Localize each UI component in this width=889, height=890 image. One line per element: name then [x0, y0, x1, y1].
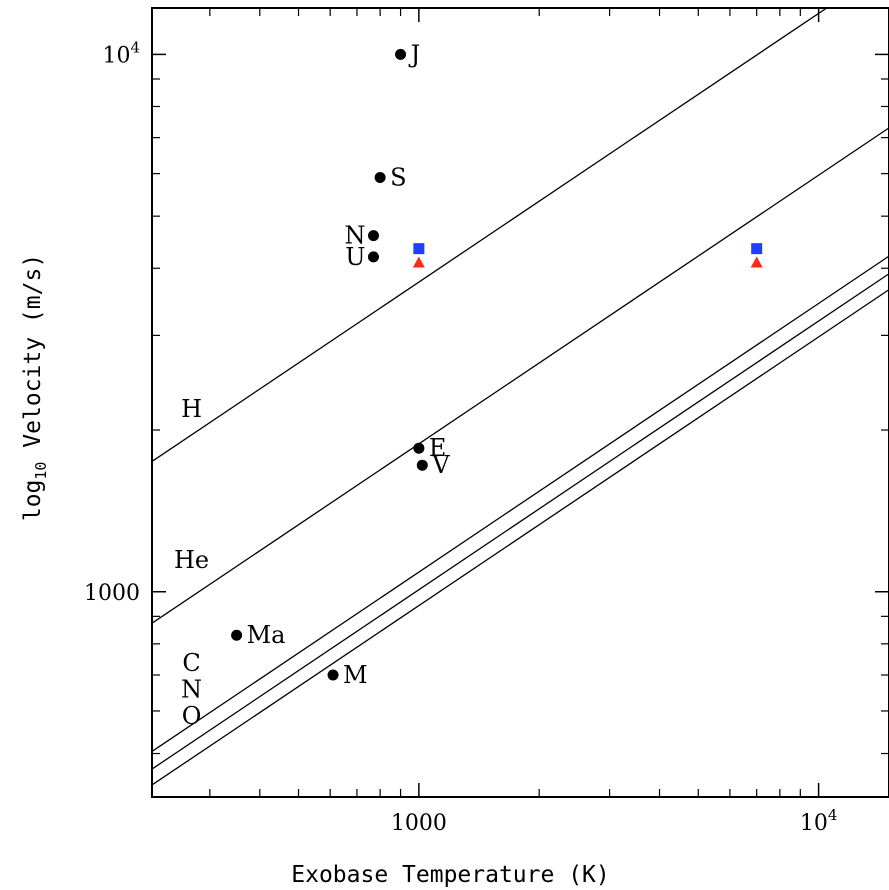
triangle-marker	[750, 256, 763, 268]
species-line-h	[152, 8, 828, 462]
x-axis-title: Exobase Temperature (K)	[291, 862, 610, 888]
y-axis-title: log10 Velocity (m/s)	[20, 254, 50, 521]
species-line-n	[152, 273, 889, 770]
data-point-m	[327, 669, 339, 681]
data-point-ma	[231, 629, 243, 641]
species-line-o	[152, 289, 889, 786]
y-axis-title-prefix: log	[20, 480, 46, 522]
data-point-label-e: E	[429, 434, 447, 462]
y-tick-label-exponent: 4	[130, 38, 140, 56]
data-point-v	[416, 459, 428, 471]
species-line-he	[152, 127, 889, 624]
data-point-e	[413, 442, 425, 454]
data-point-s	[374, 172, 386, 184]
species-line-c	[152, 255, 889, 753]
species-line-label-o: O	[182, 702, 202, 730]
data-point-u	[367, 251, 379, 263]
data-point-n	[367, 230, 379, 242]
data-point-j	[395, 48, 407, 60]
x-tick-label: 104	[800, 806, 838, 836]
y-tick-label: 104	[102, 38, 140, 68]
species-lines-group	[152, 8, 889, 786]
data-point-label-m: M	[343, 661, 368, 689]
data-point-label-v: V	[431, 451, 450, 479]
data-point-label-j: J	[408, 40, 421, 68]
x-tick-label: 1000	[391, 811, 447, 836]
square-marker	[751, 243, 763, 255]
triangle-marker	[412, 256, 425, 268]
y-axis-title-subscript: 10	[32, 462, 50, 480]
data-point-label-n: N	[344, 222, 365, 250]
species-line-label-h: H	[181, 395, 202, 423]
plot-frame	[151, 7, 889, 798]
data-point-label-s: S	[390, 164, 406, 192]
species-line-label-he: He	[174, 546, 209, 574]
data-point-label-u: U	[345, 243, 365, 271]
axis-ticks-group: 1000 104 1000 104	[84, 8, 889, 836]
x-tick-label-exponent: 4	[828, 806, 838, 824]
species-line-label-c: C	[182, 649, 200, 677]
square-marker	[413, 243, 425, 255]
y-tick-label: 1000	[84, 581, 140, 606]
y-axis-title-suffix: Velocity (m/s)	[20, 254, 46, 462]
data-points-group: J S NU EV Ma M	[231, 40, 763, 689]
data-point-label-ma: Ma	[247, 621, 286, 649]
species-line-label-n: N	[181, 676, 202, 704]
